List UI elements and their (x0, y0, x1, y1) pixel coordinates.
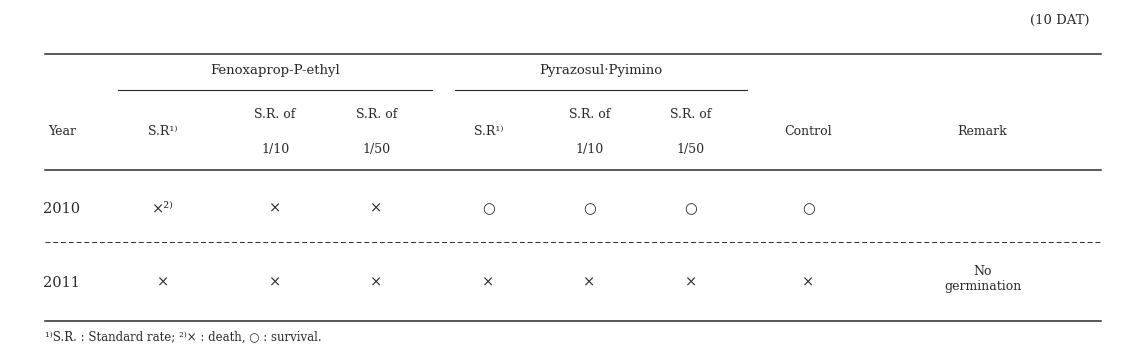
Text: S.R. of: S.R. of (356, 107, 396, 121)
Text: ○: ○ (802, 202, 815, 216)
Text: S.R. of: S.R. of (670, 107, 711, 121)
Text: ×²⁾: ×²⁾ (152, 202, 174, 216)
Text: S.R. of: S.R. of (255, 107, 295, 121)
Text: Pyrazosul·Pyimino: Pyrazosul·Pyimino (539, 64, 663, 77)
Text: ×: × (270, 276, 281, 290)
Text: S.R¹⁾: S.R¹⁾ (474, 125, 503, 138)
Text: ×: × (157, 276, 168, 290)
Text: S.R. of: S.R. of (569, 107, 610, 121)
Text: 1/10: 1/10 (261, 143, 290, 156)
Text: ×: × (483, 276, 494, 290)
Text: ○: ○ (684, 202, 697, 216)
Text: Year: Year (48, 125, 75, 138)
Text: ×: × (685, 276, 696, 290)
Text: ×: × (270, 202, 281, 216)
Text: ○: ○ (583, 202, 596, 216)
Text: Control: Control (785, 125, 832, 138)
Text: 1/10: 1/10 (575, 143, 604, 156)
Text: No
germination: No germination (944, 265, 1021, 293)
Text: Fenoxaprop-P-ethyl: Fenoxaprop-P-ethyl (210, 64, 340, 77)
Text: ×: × (803, 276, 814, 290)
Text: 2011: 2011 (44, 276, 80, 290)
Text: Remark: Remark (958, 125, 1007, 138)
Text: ×: × (371, 276, 382, 290)
Text: (10 DAT): (10 DAT) (1030, 14, 1089, 27)
Text: S.R¹⁾: S.R¹⁾ (148, 125, 177, 138)
Text: ○: ○ (482, 202, 495, 216)
Text: ¹⁾S.R. : Standard rate; ²⁾× : death, ○ : survival.: ¹⁾S.R. : Standard rate; ²⁾× : death, ○ :… (45, 331, 321, 344)
Text: 2010: 2010 (43, 202, 81, 216)
Text: ×: × (371, 202, 382, 216)
Text: ×: × (584, 276, 595, 290)
Text: 1/50: 1/50 (676, 143, 705, 156)
Text: 1/50: 1/50 (362, 143, 391, 156)
